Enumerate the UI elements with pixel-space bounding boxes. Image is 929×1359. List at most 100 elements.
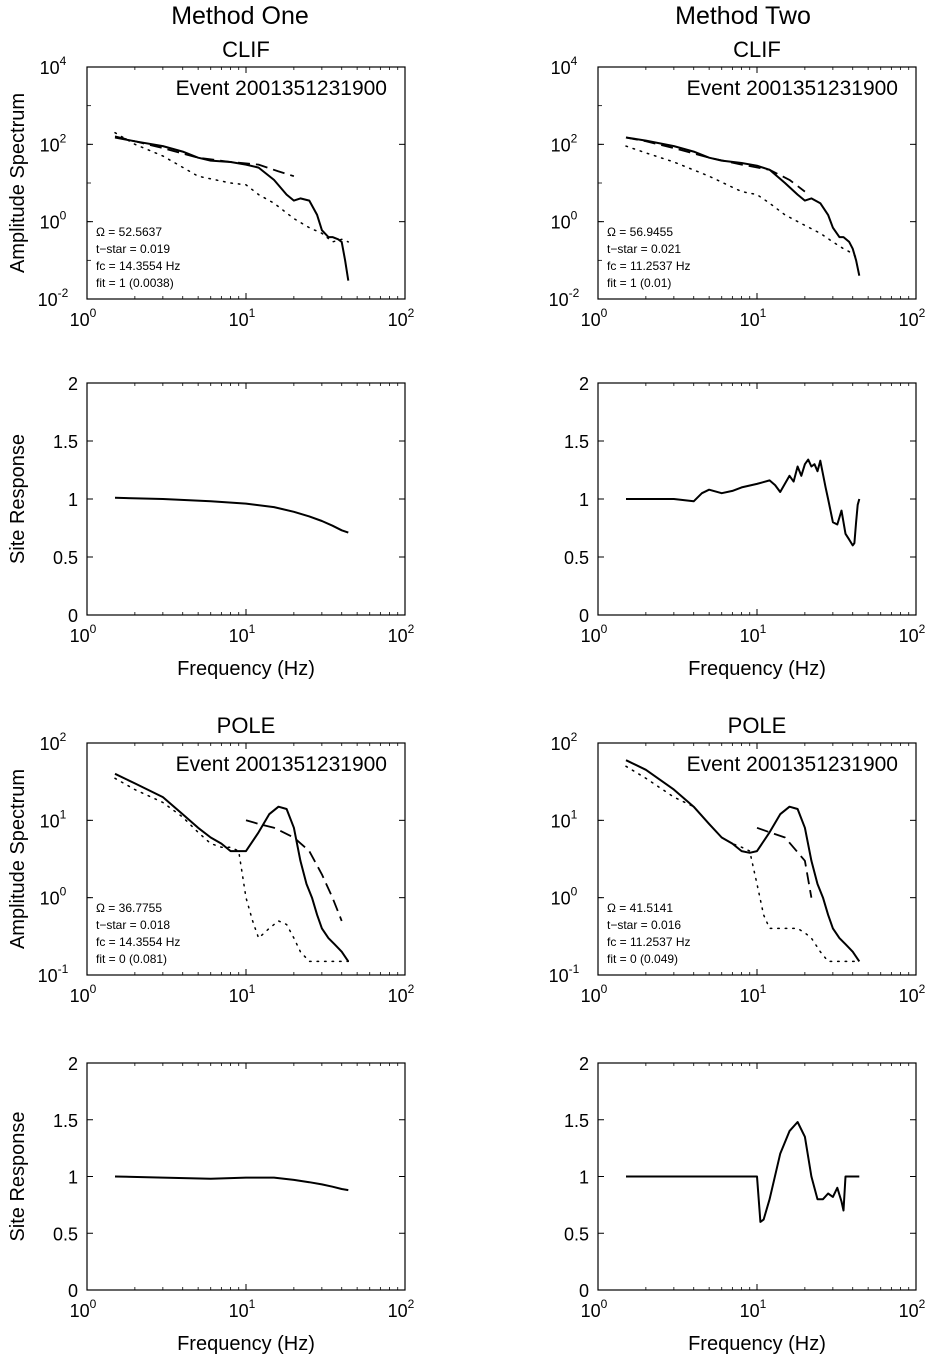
y-tick-label: 2 [579,1054,589,1074]
annotation-line: fc = 14.3554 Hz [96,935,180,949]
y-axis-label: Amplitude Spectrum [7,93,29,273]
column-title-method-two: Method Two [675,2,811,30]
y-tick-label: 10-2 [38,286,69,310]
y-tick-label: 101 [40,807,67,831]
x-tick-label: 101 [740,982,767,1006]
series-line-dashed [756,826,813,898]
y-tick-label: 102 [40,131,67,155]
y-tick-label: 0.5 [53,1224,78,1244]
station-title: POLE [728,713,787,738]
y-tick-label: 1.5 [53,1111,78,1131]
y-tick-label: 10-1 [38,962,69,986]
x-tick-label: 101 [740,622,767,646]
series-line-solid [626,458,861,547]
y-tick-label: 102 [551,730,578,754]
event-label: Event 2001351231900 [176,77,387,100]
y-tick-label: 2 [68,1054,78,1074]
series-line-dotted [114,777,350,963]
series-line-dashed [245,819,343,922]
series-line-dotted [114,131,350,243]
y-tick-label: 10-1 [549,962,580,986]
series-line-dashed [625,136,806,193]
y-tick-label: 1.5 [53,432,78,452]
x-tick-label: 101 [229,1297,256,1321]
event-label: Event 2001351231900 [687,753,898,776]
y-tick-label: 100 [40,209,67,233]
x-tick-label: 100 [581,306,608,330]
x-tick-label: 100 [581,1297,608,1321]
x-tick-label: 101 [229,982,256,1006]
x-axis-label: Frequency (Hz) [177,658,315,680]
chart-pole-m1-site: 100 101 102 0 0.5 1 1.5 2 Frequency (Hz) Site Res… [7,1054,415,1355]
x-tick-label: 101 [229,622,256,646]
annotation-line: fit = 1 (0.0038) [96,276,174,290]
annotation-line: Ω = 41.5141 [607,901,673,915]
y-tick-label: 0 [68,606,78,626]
x-tick-label: 102 [388,622,415,646]
y-tick-label: 0.5 [564,1224,589,1244]
x-tick-label: 102 [899,982,926,1006]
x-axis-label: Frequency (Hz) [688,1333,826,1355]
chart-clif-m2-site: 100 101 102 0 0.5 1 1.5 2 Frequency (Hz) [564,374,926,680]
annotation-line: fit = 1 (0.01) [607,276,671,290]
y-tick-label: 100 [551,885,578,909]
series-line-dotted [625,145,861,262]
event-label: Event 2001351231900 [687,77,898,100]
x-axis-label: Frequency (Hz) [688,658,826,680]
y-tick-label: 0 [579,1281,589,1301]
x-tick-label: 101 [740,1297,767,1321]
y-tick-label: 100 [551,209,578,233]
y-tick-label: 2 [579,374,589,394]
series-line-solid [114,1175,349,1192]
y-tick-label: 1.5 [564,1111,589,1131]
y-tick-label: 101 [551,807,578,831]
x-tick-label: 102 [388,982,415,1006]
series-line-solid [625,136,861,276]
series-line-solid [626,1121,860,1223]
annotation-line: t−star = 0.021 [607,242,681,256]
y-tick-label: 100 [40,885,67,909]
y-tick-label: 1 [68,490,78,510]
y-axis-label: Site Response [7,434,29,564]
series-line-solid [114,496,349,534]
annotation-line: t−star = 0.018 [96,918,170,932]
series-line-solid [114,772,350,962]
station-title: CLIF [733,37,781,62]
y-tick-label: 1 [579,490,589,510]
x-tick-label: 100 [581,982,608,1006]
annotation-line: t−star = 0.019 [96,242,170,256]
series-line-dotted [625,765,861,963]
station-title: POLE [217,713,276,738]
y-tick-label: 0 [68,1281,78,1301]
y-tick-label: 0 [579,606,589,626]
x-tick-label: 101 [740,306,767,330]
series-line-dashed [114,135,295,178]
y-tick-label: 104 [40,54,67,78]
annotation-line: Ω = 36.7755 [96,901,162,915]
x-tick-label: 102 [899,306,926,330]
station-title: CLIF [222,37,270,62]
x-tick-label: 100 [70,982,97,1006]
annotation-line: fc = 11.2537 Hz [607,259,691,273]
y-tick-label: 104 [551,54,578,78]
x-tick-label: 100 [70,1297,97,1321]
y-tick-label: 102 [40,730,67,754]
annotation-line: fit = 0 (0.081) [96,952,167,966]
y-axis-label: Site Response [7,1111,29,1241]
annotation-line: Ω = 52.5637 [96,225,162,239]
x-tick-label: 102 [388,1297,415,1321]
chart-pole-m2-site: 100 101 102 0 0.5 1 1.5 2 Frequency (Hz) [564,1054,926,1355]
event-label: Event 2001351231900 [176,753,387,776]
x-tick-label: 101 [229,306,256,330]
annotation-line: t−star = 0.016 [607,918,681,932]
y-tick-label: 1 [68,1168,78,1188]
y-tick-label: 0.5 [53,548,78,568]
x-tick-label: 102 [899,622,926,646]
annotation-line: fc = 11.2537 Hz [607,935,691,949]
x-tick-label: 102 [388,306,415,330]
x-tick-label: 100 [581,622,608,646]
